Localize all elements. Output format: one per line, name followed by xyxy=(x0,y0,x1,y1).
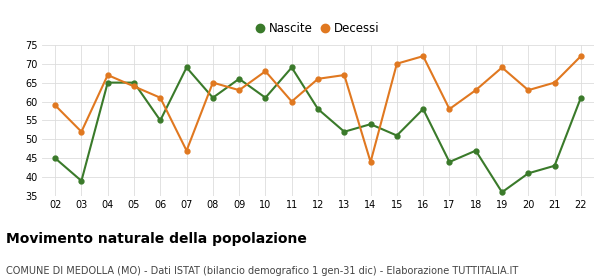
Legend: Nascite, Decessi: Nascite, Decessi xyxy=(252,17,384,40)
Text: Movimento naturale della popolazione: Movimento naturale della popolazione xyxy=(6,232,307,246)
Text: COMUNE DI MEDOLLA (MO) - Dati ISTAT (bilancio demografico 1 gen-31 dic) - Elabor: COMUNE DI MEDOLLA (MO) - Dati ISTAT (bil… xyxy=(6,266,518,276)
